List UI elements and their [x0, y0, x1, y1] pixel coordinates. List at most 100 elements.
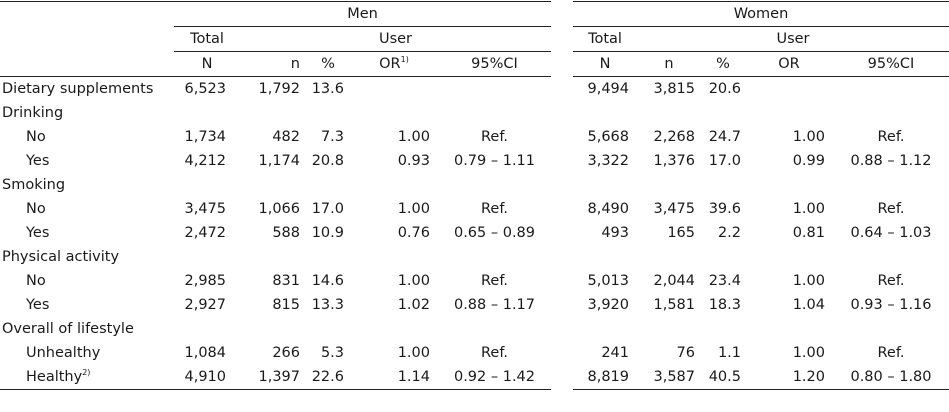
men-pct-cell: 17.0 [311, 201, 344, 217]
men-pct-cell [306, 173, 350, 197]
row-label-text: Physical activity [2, 249, 120, 265]
men-N-cell: 2,985 [184, 273, 226, 289]
men-n-cell [240, 245, 306, 269]
men-n-cell: 588 [272, 225, 300, 241]
men-ci-cell: Ref. [480, 345, 508, 361]
men-pct-cell [306, 101, 350, 125]
women-ci-cell: 0.93 – 1.16 [850, 297, 932, 313]
women-pct-cell [701, 245, 745, 269]
column-gap [551, 77, 573, 102]
header-blank [0, 27, 174, 52]
women-or-cell [745, 317, 833, 341]
women-or-cell: 1.00 [792, 273, 825, 289]
row-label: No [0, 125, 174, 149]
header-women-total: Total [573, 26, 637, 52]
men-n-cell: 1,792 [258, 81, 300, 97]
men-N-cell: 1,734 [184, 129, 226, 145]
men-n-cell: 815 [272, 297, 300, 313]
women-pct-cell: 2.2 [717, 225, 741, 241]
row-label-text: Dietary supplements [2, 81, 154, 97]
header-men-or-label: OR [379, 56, 401, 72]
header-row-columns: N n % OR1) 95%CI N n % OR 95%CI [0, 51, 949, 77]
women-ci-cell [833, 101, 949, 125]
header-women-N: N [573, 51, 637, 77]
women-ci-cell [833, 173, 949, 197]
men-n-cell: 1,174 [258, 153, 300, 169]
women-N-cell: 241 [601, 345, 629, 361]
row-label: Yes [0, 293, 174, 317]
women-N-cell [573, 245, 637, 269]
men-pct-cell: 13.6 [311, 81, 344, 97]
row-label-text: No [26, 129, 46, 145]
women-n-cell [637, 317, 701, 341]
row-label: Yes [0, 221, 174, 245]
table-row: Yes 4,212 1,174 20.8 0.93 0.79 – 1.11 3,322 1,3… [0, 149, 949, 173]
women-n-cell: 3,815 [653, 81, 695, 97]
women-N-cell: 3,920 [587, 297, 629, 313]
men-pct-cell: 20.8 [311, 153, 344, 169]
men-pct-cell: 10.9 [311, 225, 344, 241]
women-n-cell [637, 245, 701, 269]
table-category-row: Physical activity [0, 245, 949, 269]
women-n-cell: 1,376 [653, 153, 695, 169]
women-ci-cell [833, 245, 949, 269]
women-n-cell: 76 [676, 345, 695, 361]
row-label: Overall of lifestyle [0, 317, 174, 341]
row-label: Healthy2) [0, 365, 174, 390]
column-gap [551, 173, 573, 197]
women-ci-cell [833, 77, 949, 102]
women-pct-cell [701, 101, 745, 125]
header-men: Men [174, 1, 551, 27]
header-men-N: N [174, 51, 240, 77]
women-pct-cell: 1.1 [717, 345, 741, 361]
women-n-cell: 3,587 [637, 365, 701, 390]
men-n-cell: 831 [272, 273, 300, 289]
lifestyle-supplement-table: Men Women Total User Total User N n % OR… [0, 1, 949, 390]
men-pct-cell: 22.6 [306, 365, 350, 390]
column-gap [551, 365, 573, 390]
footnote-1-marker: 1) [400, 55, 409, 65]
column-gap [551, 245, 573, 269]
header-women-ci: 95%CI [833, 51, 949, 77]
men-or-cell: 1.00 [397, 273, 430, 289]
women-pct-cell: 24.7 [708, 129, 741, 145]
women-n-cell: 2,044 [653, 273, 695, 289]
women-pct-cell: 17.0 [708, 153, 741, 169]
men-or-cell: 1.02 [397, 297, 430, 313]
column-gap [551, 125, 573, 149]
header-men-total: Total [174, 26, 240, 52]
men-N-cell: 3,475 [184, 201, 226, 217]
men-ci-cell: Ref. [480, 201, 508, 217]
men-N-cell [174, 173, 240, 197]
column-gap [551, 317, 573, 341]
header-row-group: Total User Total User [0, 26, 949, 52]
men-ci-cell: 0.65 – 0.89 [453, 225, 536, 241]
women-n-cell [637, 101, 701, 125]
women-pct-cell: 40.5 [701, 365, 745, 390]
women-N-cell [573, 173, 637, 197]
men-or-cell: 0.76 [397, 225, 430, 241]
women-pct-cell: 18.3 [708, 297, 741, 313]
row-label-text: No [26, 201, 46, 217]
header-men-ci: 95%CI [438, 51, 551, 77]
women-pct-cell: 23.4 [708, 273, 741, 289]
men-n-cell: 266 [272, 345, 300, 361]
men-ci-cell [438, 317, 551, 341]
row-label: No [0, 269, 174, 293]
table-row: No 3,475 1,066 17.0 1.00 Ref. 8,490 3,475 39.6 1.… [0, 197, 949, 221]
men-N-cell: 2,472 [184, 225, 226, 241]
women-N-cell [573, 101, 637, 125]
women-n-cell: 3,475 [653, 201, 695, 217]
men-or-cell [350, 101, 438, 125]
row-label: Drinking [0, 101, 174, 125]
men-or-cell [350, 317, 438, 341]
men-pct-cell [306, 245, 350, 269]
women-N-cell: 5,013 [587, 273, 629, 289]
row-label-text: Yes [26, 225, 50, 241]
women-N-cell: 8,819 [573, 365, 637, 390]
row-label: Unhealthy [0, 341, 174, 365]
row-label-text: No [26, 273, 46, 289]
table-category-row: Smoking [0, 173, 949, 197]
row-label-text: Drinking [2, 105, 64, 121]
men-ci-cell [438, 77, 551, 102]
